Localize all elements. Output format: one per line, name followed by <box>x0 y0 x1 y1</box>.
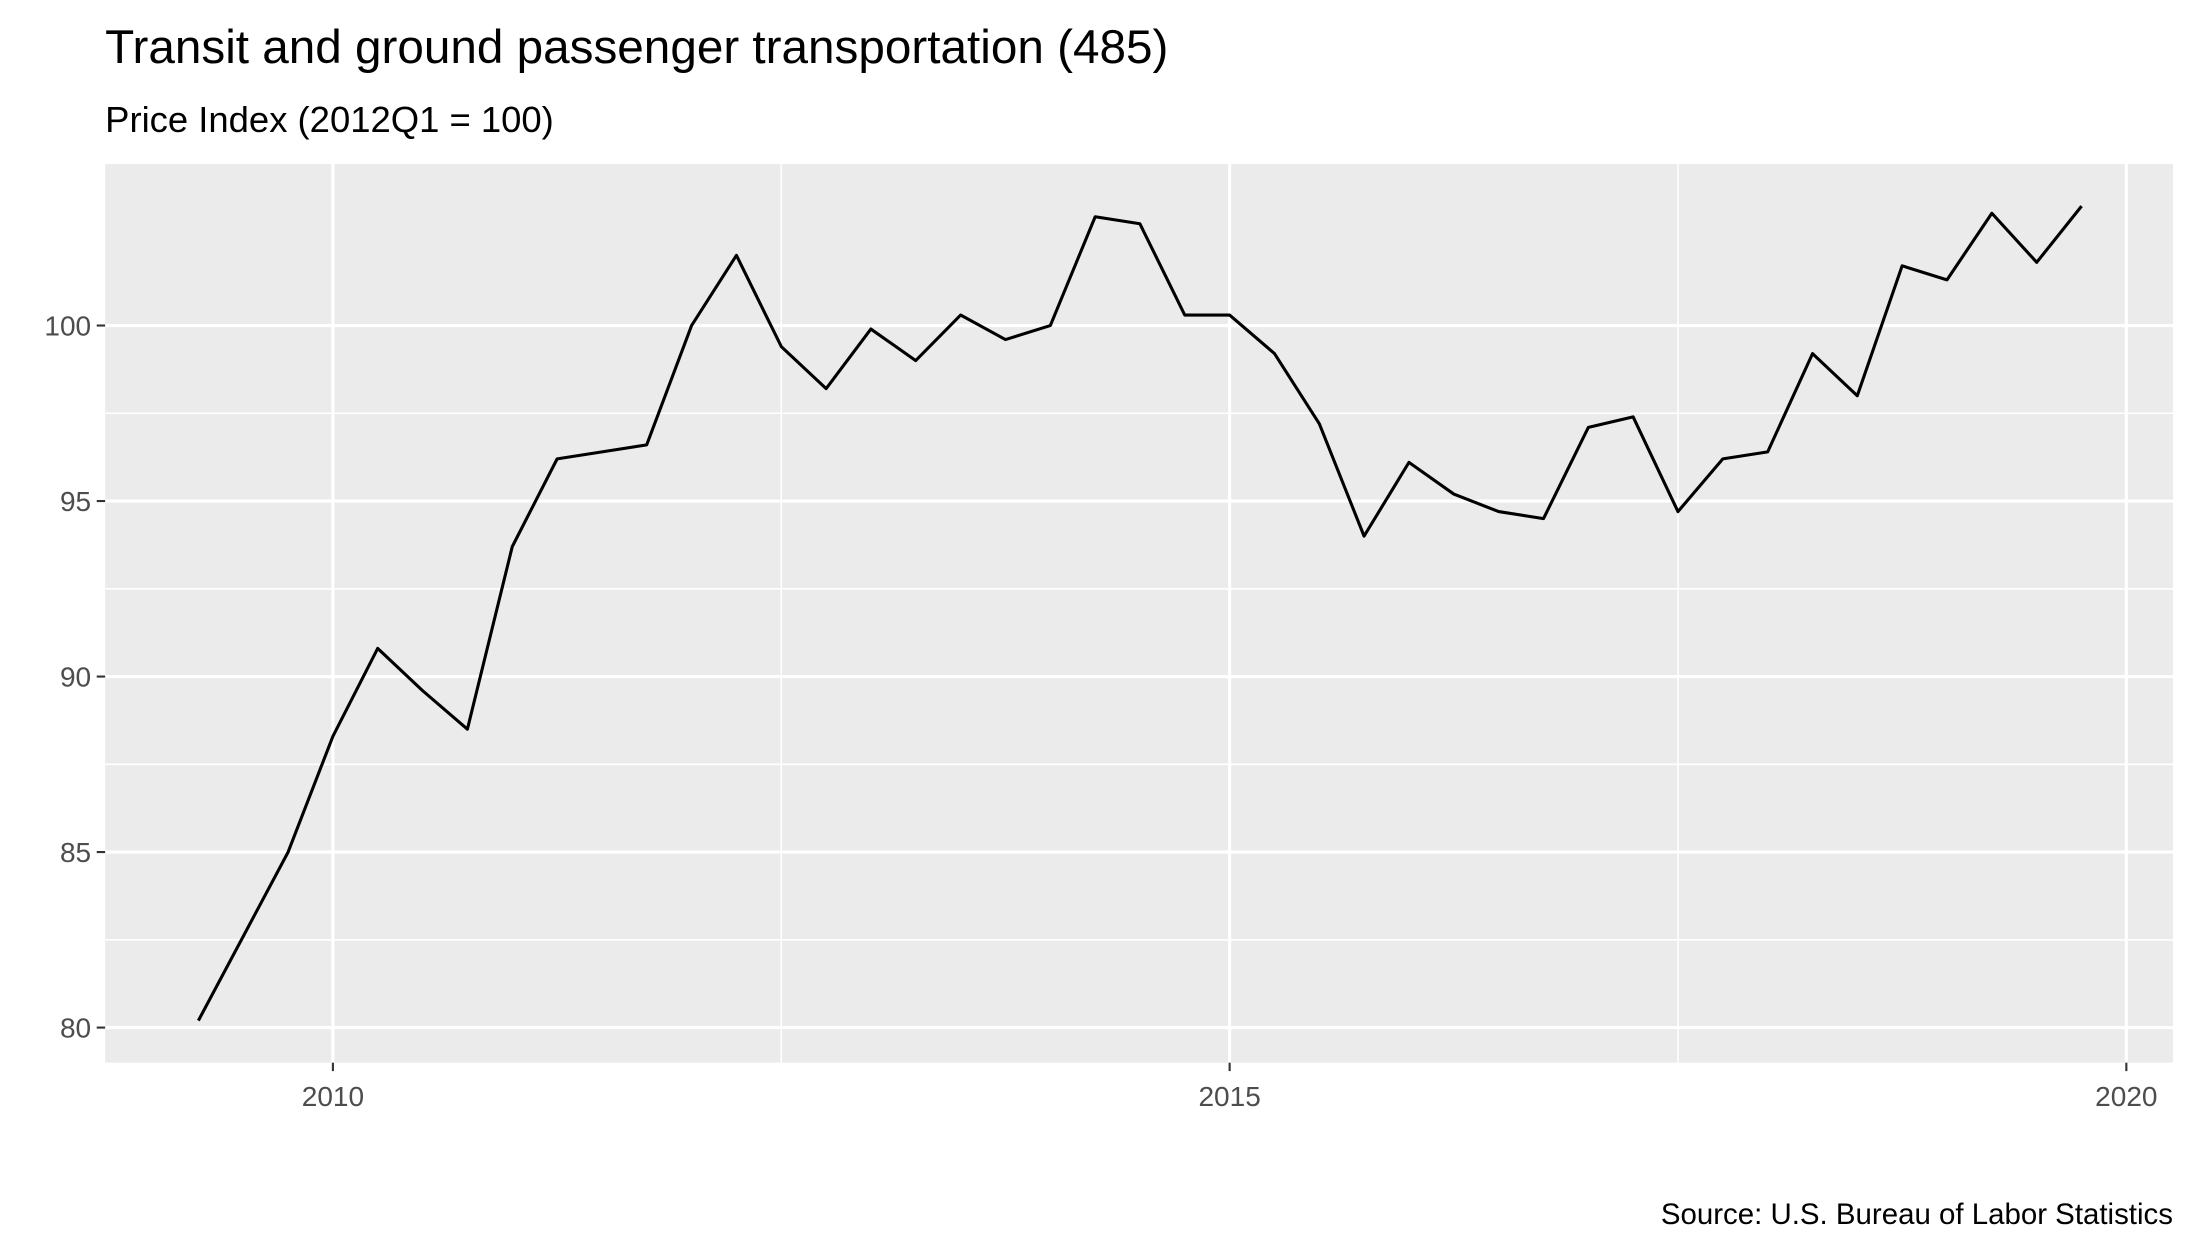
axes: 80 85 90 95 100 2010 2015 2020 <box>44 310 2157 1112</box>
x-tick-label: 2020 <box>2095 1081 2157 1112</box>
plot-panel <box>105 164 2173 1063</box>
x-tick-label: 2015 <box>1198 1081 1260 1112</box>
series-line <box>197 205 2083 1022</box>
y-tick-label: 100 <box>44 310 91 341</box>
x-tick-label: 2010 <box>302 1081 364 1112</box>
chart-caption: Source: U.S. Bureau of Labor Statistics <box>1661 1198 2173 1231</box>
y-tick-label: 80 <box>60 1012 91 1043</box>
chart-title: Transit and ground passenger transportat… <box>105 21 1168 74</box>
chart-subtitle: Price Index (2012Q1 = 100) <box>105 99 554 140</box>
grid-lines <box>105 164 2173 1063</box>
y-tick-label: 85 <box>60 837 91 868</box>
y-tick-label: 95 <box>60 486 91 517</box>
y-tick-label: 90 <box>60 661 91 692</box>
